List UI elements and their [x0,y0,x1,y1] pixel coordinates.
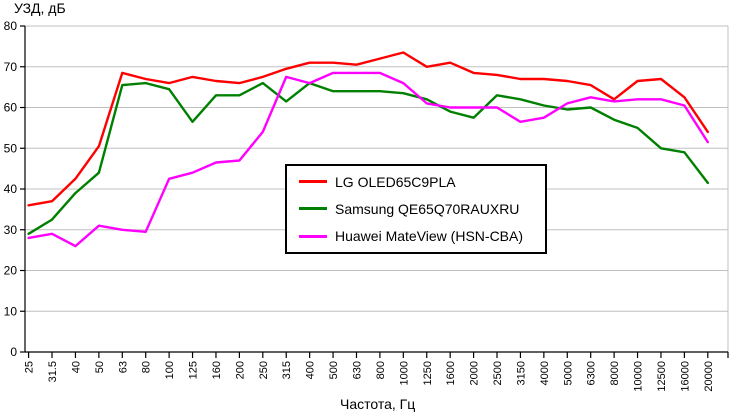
y-tick-label: 20 [4,264,18,278]
x-tick-label: 50 [94,361,106,373]
x-tick-label: 31.5 [47,361,59,382]
x-tick-label: 100 [164,361,176,379]
x-tick-label: 25 [24,361,36,373]
x-tick-label: 3150 [515,361,527,385]
x-tick-label: 500 [328,361,340,379]
x-tick-label: 800 [375,361,387,379]
legend-item: Huawei MateView (HSN-CBA) [299,223,545,250]
x-tick-label: 250 [258,361,270,379]
x-tick-label: 125 [188,361,200,379]
series-line [27,51,709,207]
y-tick-label: 50 [4,141,18,155]
x-tick-label: 6300 [586,361,598,385]
x-axis-title: Частота, Гц [340,396,416,412]
legend-label: Samsung QE65Q70RAUXRU [335,200,520,217]
x-tick-label: 63 [117,361,129,373]
x-tick-label: 4000 [539,361,551,385]
x-tick-label: 315 [281,361,293,379]
x-tick-label: 10000 [633,361,645,392]
series-line [27,71,709,248]
legend-line-swatch [299,180,327,184]
x-tick-label: 1000 [398,361,410,385]
x-tick-label: 40 [70,361,82,373]
x-tick-label: 400 [305,361,317,379]
x-tick-label: 160 [211,361,223,379]
legend-label: Huawei MateView (HSN-CBA) [335,228,524,245]
x-tick-label: 1600 [445,361,457,385]
x-tick-label: 200 [234,361,246,379]
legend-line-swatch [299,207,327,211]
legend: LG OLED65C9PLA Samsung QE65Q70RAUXRU Hua… [285,164,547,254]
x-tick-label: 630 [351,361,363,379]
x-tick-label: 20000 [703,361,715,392]
y-tick-label: 30 [4,223,18,237]
y-tick-label: 80 [4,19,18,33]
x-tick-label: 12500 [656,361,668,392]
y-tick-label: 10 [4,304,18,318]
y-tick-label: 60 [4,101,18,115]
legend-line-swatch [299,234,327,238]
series-line [27,81,709,236]
x-tick-label: 16000 [679,361,691,392]
x-tick-label: 2000 [469,361,481,385]
x-tick-label: 5000 [562,361,574,385]
legend-item: LG OLED65C9PLA [299,168,545,195]
x-tick-label: 80 [141,361,153,373]
chart-title: УЗД, дБ [14,0,66,16]
y-tick-label: 70 [4,60,18,74]
y-tick-label: 0 [10,345,17,359]
x-tick-label: 8000 [609,361,621,385]
x-tick-label: 2500 [492,361,504,385]
y-tick-label: 40 [4,182,18,196]
x-tick-label: 1250 [422,361,434,385]
legend-label: LG OLED65C9PLA [335,173,456,190]
legend-item: Samsung QE65Q70RAUXRU [299,195,545,222]
